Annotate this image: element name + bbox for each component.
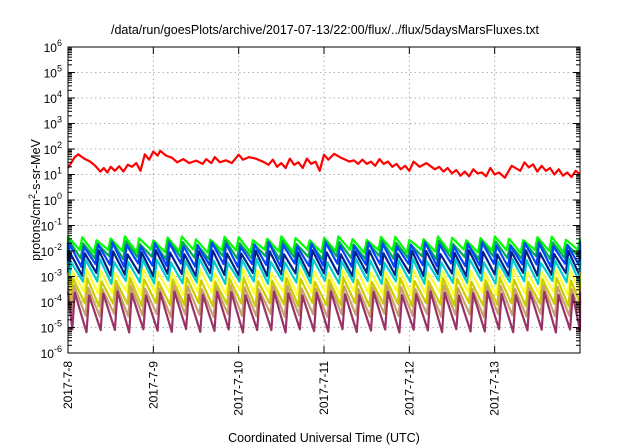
y-tick-label: 10-2	[41, 242, 62, 259]
y-tick-base: 10	[44, 143, 58, 157]
series-line-3	[66, 241, 582, 268]
series-line-8	[66, 284, 582, 319]
y-tick-label: 103	[44, 115, 62, 132]
plot-frame	[67, 46, 581, 354]
y-tick-base: 10	[41, 271, 55, 285]
y-tick-base: 10	[44, 67, 58, 81]
y-tick-label: 105	[44, 64, 62, 81]
y-tick-label: 106	[44, 38, 62, 55]
y-tick-exponent: -6	[54, 344, 62, 354]
y-tick-base: 10	[44, 194, 58, 208]
y-tick-exponent: 6	[57, 38, 62, 48]
y-tick-exponent: 4	[57, 89, 62, 99]
y-tick-label: 10-1	[41, 217, 62, 234]
y-tick-base: 10	[44, 169, 58, 183]
series-line-5	[66, 257, 582, 286]
y-axis-label-exponent: 2	[27, 194, 37, 199]
y-tick-exponent: -2	[54, 242, 62, 252]
y-tick-exponent: 1	[57, 166, 62, 176]
plot-series	[66, 149, 582, 334]
y-tick-base: 10	[44, 92, 58, 106]
y-tick-label: 102	[44, 140, 62, 157]
x-tick-label: 2017-7-13	[488, 361, 502, 416]
y-tick-label: 10-4	[41, 293, 62, 310]
y-tick-labels: 10610510410310210110010-110-210-310-410-…	[41, 38, 62, 361]
y-tick-exponent: -4	[54, 293, 62, 303]
y-axis-label-suffix: -s-sr-MeV	[29, 138, 43, 194]
y-tick-label: 101	[44, 166, 62, 183]
y-tick-exponent: 0	[57, 191, 62, 201]
x-axis-label: Coordinated Universal Time (UTC)	[228, 431, 420, 445]
x-tick-label: 2017-7-11	[317, 361, 331, 415]
y-tick-label: 10-6	[41, 344, 62, 361]
y-tick-label: 104	[44, 89, 62, 106]
series-line-6	[66, 267, 582, 297]
y-axis-label: protons/cm2-s-sr-MeV	[27, 138, 43, 260]
x-tick-label: 2017-7-8	[61, 361, 75, 409]
chart-title: /data/run/goesPlots/archive/2017-07-13/2…	[111, 23, 540, 37]
y-tick-base: 10	[44, 118, 58, 132]
y-tick-base: 10	[41, 347, 55, 361]
y-tick-base: 10	[41, 220, 55, 234]
y-tick-base: 10	[44, 41, 58, 55]
y-tick-exponent: -5	[54, 319, 62, 329]
series-line-0	[67, 149, 581, 179]
x-tick-label: 2017-7-9	[146, 361, 160, 409]
y-tick-label: 10-5	[41, 319, 62, 336]
series-line-9	[66, 290, 582, 334]
series-line-1	[66, 235, 582, 254]
series-line-7	[66, 276, 582, 308]
y-tick-exponent: 3	[57, 115, 62, 125]
y-tick-label: 100	[44, 191, 62, 208]
y-tick-exponent: -3	[54, 268, 62, 278]
y-tick-label: 10-3	[41, 268, 62, 285]
x-tick-labels: 2017-7-8 2017-7-9 2017-7-10 2017-7-11 2017-7…	[61, 361, 502, 416]
x-tick-label: 2017-7-10	[232, 361, 246, 416]
y-tick-base: 10	[41, 322, 55, 336]
grid-lines	[68, 47, 580, 353]
x-tick-label: 2017-7-12	[402, 361, 416, 416]
series-line-4	[66, 249, 582, 278]
series-line-2	[66, 239, 582, 261]
y-axis-label-prefix: protons/cm	[29, 199, 43, 261]
y-tick-exponent: -1	[54, 217, 62, 227]
y-tick-base: 10	[41, 296, 55, 310]
y-tick-exponent: 5	[57, 64, 62, 74]
y-tick-base: 10	[41, 245, 55, 259]
y-tick-exponent: 2	[57, 140, 62, 150]
axis-ticks	[67, 46, 580, 354]
